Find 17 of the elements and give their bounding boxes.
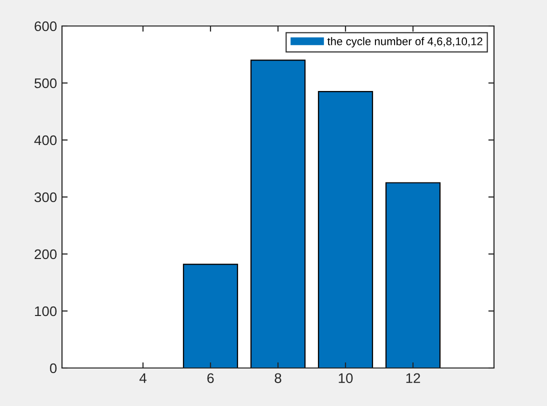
x-tick-label: 12 [406, 373, 420, 383]
y-tick-label: 0 [50, 363, 57, 374]
y-tick-label: 300 [34, 192, 57, 202]
y-tick-label: 600 [34, 21, 57, 32]
y-tick-label: 100 [35, 306, 57, 316]
bar [385, 182, 441, 368]
x-tick-label: 4 [139, 373, 146, 383]
bar [250, 60, 306, 368]
bar [318, 90, 374, 368]
legend-label: the cycle number of 4,6,8,10,12 [327, 37, 482, 48]
x-tick-label: 10 [338, 373, 353, 384]
bar [182, 264, 238, 368]
x-tick-label: 8 [274, 373, 282, 384]
y-tick-label: 200 [34, 249, 57, 260]
y-tick-label: 500 [34, 78, 57, 88]
y-tick-label: 400 [34, 135, 57, 146]
x-tick-label: 6 [207, 373, 214, 384]
